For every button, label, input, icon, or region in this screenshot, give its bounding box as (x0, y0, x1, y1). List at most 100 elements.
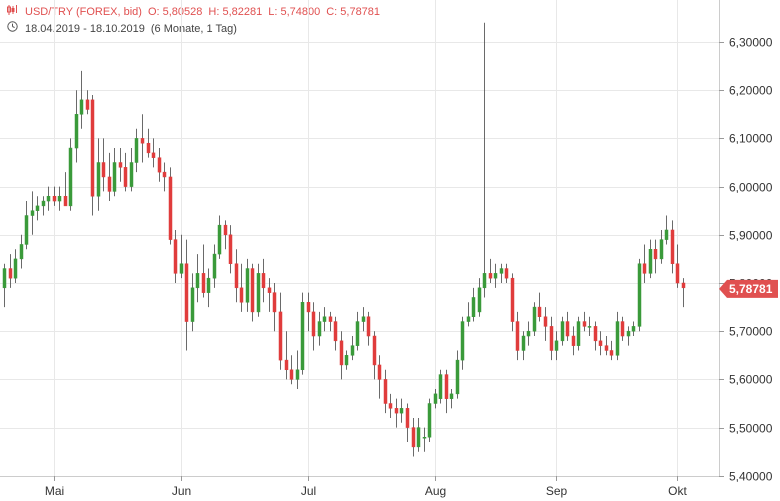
x-tick-label: Mai (45, 484, 64, 498)
candle (79, 70, 84, 129)
candle-body-up (648, 249, 653, 274)
candle (642, 244, 647, 283)
candle-body-up (79, 99, 84, 115)
candle-body-down (157, 157, 162, 173)
candle (593, 321, 598, 351)
candle (2, 263, 7, 308)
x-tick-label: Aug (425, 484, 446, 498)
candle (101, 138, 106, 192)
candle-body-down (272, 292, 277, 313)
candle-body-up (134, 138, 139, 163)
candle (422, 427, 427, 452)
candle (571, 326, 576, 356)
y-tick-label: 5,50000 (729, 422, 773, 436)
candle-body-down (85, 99, 90, 110)
candle (212, 244, 217, 288)
candle (162, 162, 167, 192)
candle-body-up (179, 263, 184, 274)
candle-body-up (256, 273, 261, 313)
candle-body-down (598, 340, 603, 346)
candle (394, 398, 399, 428)
candle-body-down (675, 263, 680, 284)
candle-body-up (322, 316, 327, 322)
candle (515, 311, 520, 361)
candle (284, 331, 289, 380)
candlestick-icon (6, 5, 19, 18)
candle (90, 95, 95, 216)
candle-body-up (422, 436, 427, 439)
candle-body-up (416, 427, 421, 448)
candle-body-up (190, 287, 195, 322)
candle-body-up (526, 330, 531, 337)
candle (648, 239, 653, 279)
candle-body-down (681, 282, 686, 289)
candle (399, 398, 404, 423)
candle-body-up (74, 114, 79, 149)
candle (35, 196, 40, 221)
candle-body-down (593, 326, 598, 342)
candle (13, 249, 18, 283)
candle-body-up (344, 355, 349, 366)
close-value: C: 5,78781 (326, 6, 381, 18)
candle (85, 90, 90, 115)
candle (52, 186, 57, 206)
x-axis-ticks: Mai Jun Jul Aug Sep Okt (45, 476, 687, 498)
candle-body-up (2, 268, 7, 289)
candle (30, 191, 35, 235)
period-label: (6 Monate, 1 Tag) (150, 23, 237, 35)
candle-body-down (504, 268, 509, 279)
candle (620, 316, 625, 341)
candle-body-up (317, 321, 322, 337)
candle (372, 331, 377, 380)
candle-body-up (438, 374, 443, 399)
candle-body-down (543, 316, 548, 327)
last-price-tag-bg (719, 279, 778, 298)
candle (477, 278, 482, 317)
x-tick-label: Okt (668, 484, 687, 498)
y-axis-ticks: 6,300006,200006,100006,000005,900005,800… (719, 36, 773, 484)
candle-body-down (107, 176, 112, 192)
candle-body-down (372, 335, 377, 366)
candle (74, 90, 79, 163)
candle-body-up (637, 263, 642, 327)
candle (637, 258, 642, 332)
candle (57, 186, 62, 211)
candle (228, 225, 233, 274)
candle-body-down (184, 263, 189, 322)
candle (560, 316, 565, 346)
candle (675, 244, 680, 288)
candle (449, 389, 454, 409)
candle (659, 229, 664, 264)
candle (151, 138, 156, 168)
candles (2, 22, 686, 457)
candle-body-down (151, 152, 156, 158)
y-tick-label: 6,30000 (729, 36, 773, 50)
y-tick-label: 5,40000 (729, 470, 773, 484)
candle (455, 350, 460, 399)
candle-body-down (278, 311, 283, 361)
candle (383, 369, 388, 414)
candle-body-down (565, 321, 570, 337)
candle (328, 311, 333, 332)
candle (123, 152, 128, 192)
candle (598, 331, 603, 356)
candle-body-down (289, 369, 294, 380)
candle (256, 263, 261, 317)
candle (361, 307, 366, 332)
candle-body-down (620, 321, 625, 337)
candle (466, 302, 471, 327)
candle-body-up (626, 330, 631, 337)
candle-body-up (68, 147, 73, 207)
candle (411, 417, 416, 457)
candle-body-up (433, 393, 438, 404)
candle-body-up (300, 302, 305, 371)
candle (510, 273, 515, 332)
candle (217, 215, 222, 259)
candle-body-up (631, 326, 636, 332)
y-tick-label: 5,70000 (729, 325, 773, 339)
candle (157, 148, 162, 182)
candle-body-up (560, 321, 565, 342)
open-value: O: 5,80528 (147, 6, 203, 18)
candle (63, 172, 68, 207)
